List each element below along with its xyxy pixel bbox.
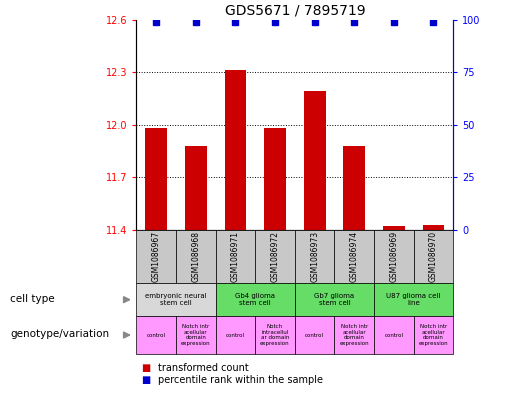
- Text: control: control: [147, 332, 166, 338]
- Text: Notch
intracellul
ar domain
expression: Notch intracellul ar domain expression: [260, 324, 290, 346]
- Bar: [383, 226, 405, 230]
- Text: GSM1086970: GSM1086970: [429, 231, 438, 282]
- Bar: [185, 146, 207, 230]
- Text: GSM1086972: GSM1086972: [270, 231, 280, 282]
- Bar: [304, 92, 325, 230]
- Text: GSM1086971: GSM1086971: [231, 231, 240, 282]
- Title: GDS5671 / 7895719: GDS5671 / 7895719: [225, 3, 365, 17]
- Text: Notch intr
acellular
domain
expression: Notch intr acellular domain expression: [181, 324, 211, 346]
- Text: GSM1086968: GSM1086968: [192, 231, 200, 282]
- Text: percentile rank within the sample: percentile rank within the sample: [158, 375, 323, 385]
- Bar: [422, 225, 444, 230]
- Text: GSM1086969: GSM1086969: [389, 231, 398, 282]
- Text: cell type: cell type: [10, 294, 55, 304]
- Text: embryonic neural
stem cell: embryonic neural stem cell: [145, 293, 207, 306]
- Bar: [145, 128, 167, 230]
- Text: ■: ■: [142, 363, 151, 373]
- Text: Gb7 glioma
stem cell: Gb7 glioma stem cell: [314, 293, 354, 306]
- Text: Notch intr
acellular
domain
expression: Notch intr acellular domain expression: [419, 324, 448, 346]
- Text: ■: ■: [142, 375, 151, 385]
- Text: Notch intr
acellular
domain
expression: Notch intr acellular domain expression: [339, 324, 369, 346]
- Bar: [344, 146, 365, 230]
- Text: GSM1086967: GSM1086967: [152, 231, 161, 282]
- Text: U87 glioma cell
line: U87 glioma cell line: [386, 293, 441, 306]
- Text: GSM1086973: GSM1086973: [310, 231, 319, 282]
- Bar: [225, 70, 246, 230]
- Text: Gb4 glioma
stem cell: Gb4 glioma stem cell: [235, 293, 275, 306]
- Text: GSM1086974: GSM1086974: [350, 231, 359, 282]
- Text: control: control: [305, 332, 324, 338]
- Text: control: control: [226, 332, 245, 338]
- Text: transformed count: transformed count: [158, 363, 249, 373]
- Bar: [264, 128, 286, 230]
- Text: genotype/variation: genotype/variation: [10, 329, 109, 339]
- Text: control: control: [384, 332, 403, 338]
